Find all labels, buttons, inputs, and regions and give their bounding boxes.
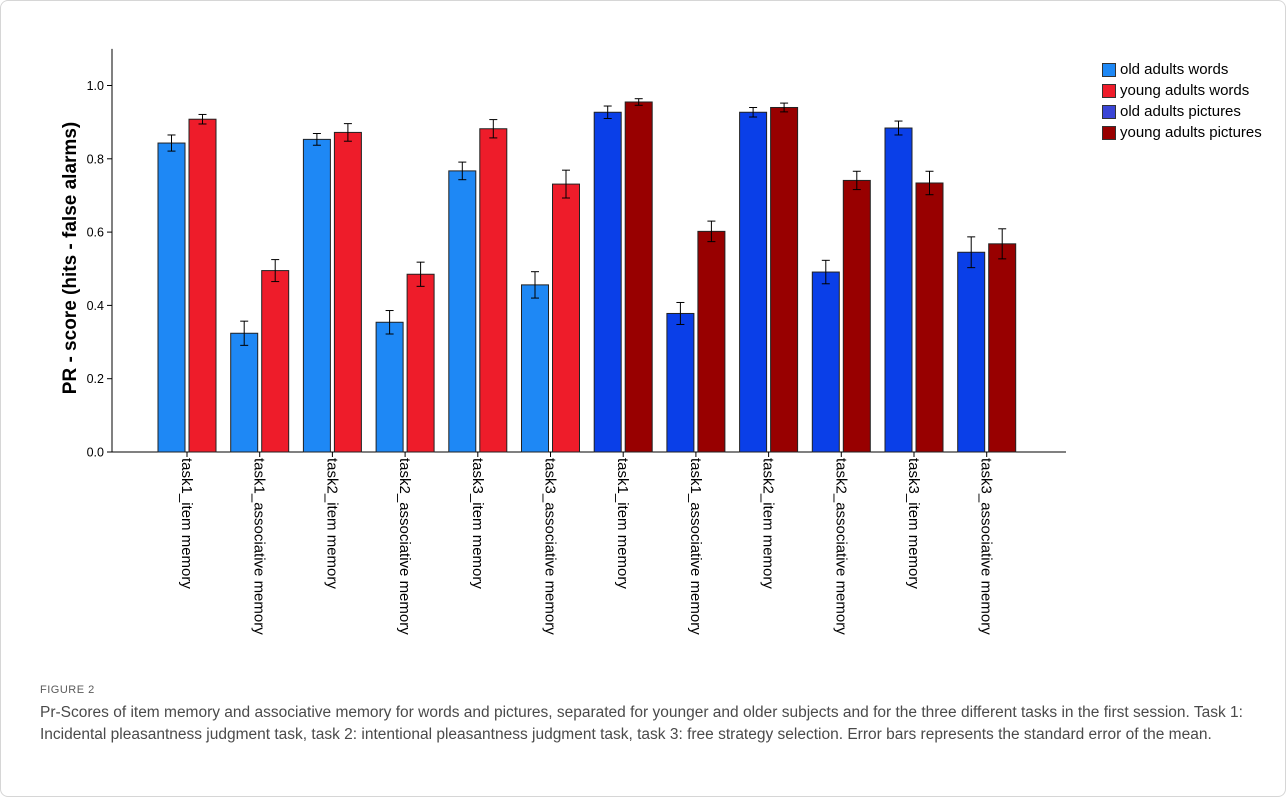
bar-22 <box>957 251 986 453</box>
x-category-label: task3_item memory <box>469 458 486 589</box>
x-category-label: task1_associative memory <box>251 458 268 635</box>
bar-23 <box>988 243 1017 453</box>
category-labels: task1_item memory task1_associative memor… <box>178 458 995 635</box>
x-category-label: task1_associative memory <box>687 458 704 635</box>
bar-18 <box>811 271 840 453</box>
error-bar-6 <box>385 310 394 335</box>
legend-item: old adults pictures <box>1102 101 1262 122</box>
bar-15 <box>697 230 726 453</box>
error-bar-15 <box>707 220 716 243</box>
bar-13 <box>624 101 653 453</box>
y-tick-label: 0.4 <box>87 299 104 313</box>
bar-16 <box>739 111 768 453</box>
legend-item: old adults words <box>1102 59 1262 80</box>
bar-20 <box>884 127 913 453</box>
bar-21 <box>915 182 944 453</box>
x-category-label: task3_associative memory <box>542 458 559 635</box>
legend-item: young adults words <box>1102 80 1262 101</box>
bars <box>157 101 1017 453</box>
error-bar-7 <box>416 261 425 287</box>
error-bar-10 <box>531 271 539 299</box>
bar-10 <box>521 284 549 453</box>
x-category-label: task1_item memory <box>178 458 195 589</box>
y-tick-label: 1.0 <box>87 79 104 93</box>
x-category-label: task2_associative memory <box>832 458 849 635</box>
bar-19 <box>842 179 871 453</box>
bar-5 <box>333 131 362 453</box>
error-bar-9 <box>489 119 498 139</box>
bar-14 <box>666 312 695 453</box>
error-bar-20 <box>894 120 903 136</box>
bar-11 <box>552 183 580 453</box>
y-tick-label: 0.8 <box>87 152 104 166</box>
legend-label: old adults words <box>1120 61 1229 78</box>
error-bar-12 <box>603 105 612 119</box>
bar-1 <box>188 118 217 453</box>
x-category-label: task3_item memory <box>905 458 922 589</box>
error-bar-5 <box>343 123 352 142</box>
bar-9 <box>479 128 508 453</box>
y-axis-label: PR - score (hits - false alarms) <box>60 122 81 394</box>
error-bar-17 <box>780 102 789 113</box>
error-bar-14 <box>676 301 685 325</box>
error-bar-22 <box>967 236 976 269</box>
bar-12 <box>593 111 622 453</box>
error-bar-3 <box>271 259 280 283</box>
x-category-label: task2_item memory <box>323 458 340 589</box>
x-category-label: task3_associative memory <box>978 458 995 635</box>
error-bar-23 <box>998 228 1007 260</box>
legend-swatch <box>1102 83 1116 98</box>
bar-7 <box>406 273 435 453</box>
x-category-label: task2_associative memory <box>396 458 413 635</box>
error-bar-11 <box>562 169 570 199</box>
error-bar-19 <box>852 170 861 191</box>
legend-item: young adults pictures <box>1102 122 1262 143</box>
legend-swatch <box>1102 62 1116 77</box>
bar-17 <box>770 106 799 453</box>
error-bar-21 <box>925 170 934 196</box>
error-bar-2 <box>240 320 249 346</box>
figure-caption: Pr-Scores of item memory and associative… <box>40 704 1243 743</box>
error-bar-16 <box>749 106 758 118</box>
figure-label: FIGURE 2 <box>40 684 95 696</box>
x-category-label: task2_item memory <box>760 458 777 589</box>
bar-8 <box>448 170 477 453</box>
legend-swatch <box>1102 104 1116 119</box>
error-bar-18 <box>821 259 830 285</box>
y-tick-label: 0.6 <box>87 226 104 240</box>
error-bars <box>167 98 1007 346</box>
bar-chart: 0.00.20.40.60.81.0 task1_item memory task… <box>60 48 1066 635</box>
legend-label: young adults words <box>1120 82 1250 99</box>
x-category-label: task1_item memory <box>614 458 631 589</box>
legend-label: old adults pictures <box>1120 103 1241 120</box>
legend-label: young adults pictures <box>1120 124 1262 141</box>
y-tick-label: 0.2 <box>87 372 104 386</box>
legend-swatch <box>1102 125 1116 140</box>
error-bar-8 <box>458 161 467 181</box>
bar-0 <box>157 142 186 453</box>
bar-4 <box>302 138 331 453</box>
error-bar-4 <box>312 133 321 146</box>
bar-3 <box>261 270 290 453</box>
bar-6 <box>375 321 404 453</box>
bar-2 <box>230 332 259 453</box>
error-bar-1 <box>198 113 207 125</box>
y-tick-label: 0.0 <box>87 446 104 460</box>
legend: old adults words young adults words old ad… <box>1102 59 1262 143</box>
error-bar-13 <box>634 98 643 106</box>
error-bar-0 <box>167 134 176 152</box>
